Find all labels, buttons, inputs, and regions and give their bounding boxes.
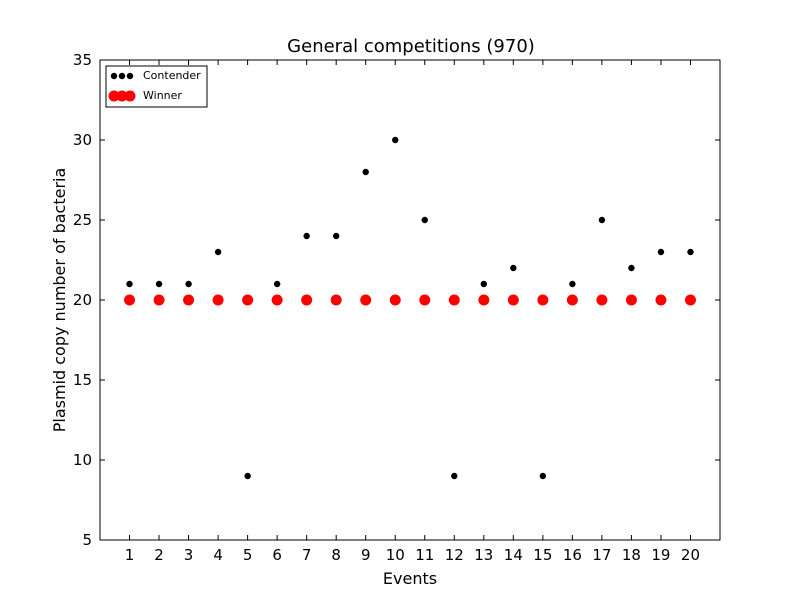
winner-point (507, 294, 519, 306)
contender-point (510, 264, 517, 272)
legend-contender-dot (110, 72, 118, 80)
x-tick-label: 18 (622, 546, 641, 564)
x-tick-label: 12 (445, 546, 464, 564)
winner-point (153, 294, 165, 306)
contender-point (244, 472, 251, 480)
x-tick-label: 13 (474, 546, 493, 564)
contender-point (628, 264, 635, 272)
x-tick-label: 16 (563, 546, 582, 564)
contender-point (332, 232, 340, 240)
winner-point (684, 294, 696, 306)
y-tick-label: 15 (73, 371, 92, 389)
contender-point (214, 248, 222, 256)
contender-point (185, 280, 192, 288)
winner-point (242, 294, 254, 306)
contender-point (480, 280, 488, 288)
x-tick-label: 2 (154, 546, 164, 564)
winner-point (183, 294, 195, 306)
x-axis-label: Events (383, 569, 437, 588)
winner-point (596, 294, 608, 306)
chart-title: General competitions (970) (287, 36, 535, 57)
x-tick-label: 20 (681, 546, 700, 564)
y-tick-label: 20 (73, 291, 92, 309)
x-tick-label: 5 (243, 546, 253, 564)
x-tick-label: 15 (533, 546, 552, 564)
plot-frame (99, 59, 721, 541)
x-tick-label: 8 (331, 546, 341, 564)
contender-point (598, 216, 606, 224)
winner-point (448, 294, 460, 306)
winner-point (271, 294, 283, 306)
winner-point (124, 294, 136, 306)
contender-point (421, 216, 428, 224)
winner-point (389, 294, 401, 306)
winner-point (301, 294, 313, 306)
contender-point (303, 232, 310, 240)
x-tick-label: 6 (272, 546, 282, 564)
winner-point (478, 294, 490, 306)
legend-winner-dot (108, 90, 120, 102)
x-tick-label: 10 (386, 546, 405, 564)
legend-winner-dot (116, 90, 128, 102)
winner-point (212, 294, 224, 306)
legend-contender-dot (118, 72, 126, 80)
legend-winner-dot (124, 90, 136, 102)
legend-contender-marker (110, 72, 134, 80)
contender-point (362, 168, 369, 176)
data-points (124, 136, 696, 480)
x-tick-label: 19 (651, 546, 670, 564)
contender-point (539, 472, 547, 480)
x-tick-label: 14 (504, 546, 523, 564)
legend: Contender Winner (105, 65, 208, 108)
contender-point (687, 248, 694, 256)
x-tick-label: 9 (361, 546, 371, 564)
x-tick-label: 17 (592, 546, 611, 564)
contender-point (392, 136, 399, 144)
legend-label-contender: Contender (143, 69, 201, 82)
x-tick-label: 3 (184, 546, 194, 564)
legend-label-winner: Winner (143, 89, 182, 102)
x-tick-label: 4 (213, 546, 223, 564)
winner-point (625, 294, 637, 306)
contender-point (155, 280, 163, 288)
y-axis-label: Plasmid copy number of bacteria (50, 168, 69, 433)
legend-contender-dot (126, 72, 134, 80)
contender-point (126, 280, 133, 288)
legend-winner-marker (108, 90, 136, 102)
y-tick-label: 30 (73, 131, 92, 149)
winner-point (566, 294, 578, 306)
winner-point (537, 294, 549, 306)
x-tick-label: 7 (302, 546, 312, 564)
winner-point (330, 294, 342, 306)
y-tick-label: 5 (82, 531, 92, 549)
winner-point (419, 294, 431, 306)
x-tick-label: 1 (125, 546, 135, 564)
contender-point (273, 280, 281, 288)
contender-point (569, 280, 576, 288)
y-tick-label: 25 (73, 211, 92, 229)
x-tick-label: 11 (415, 546, 434, 564)
contender-point (451, 472, 458, 480)
y-tick-label: 10 (73, 451, 92, 469)
contender-point (657, 248, 665, 256)
y-tick-label: 35 (73, 51, 92, 69)
axis-ticks: 1 2 3 4 5 6 7 8 9 10 11 12 13 14 15 16 17 18 19 20510152025… (73, 51, 720, 564)
winner-point (360, 294, 372, 306)
winner-point (655, 294, 667, 306)
